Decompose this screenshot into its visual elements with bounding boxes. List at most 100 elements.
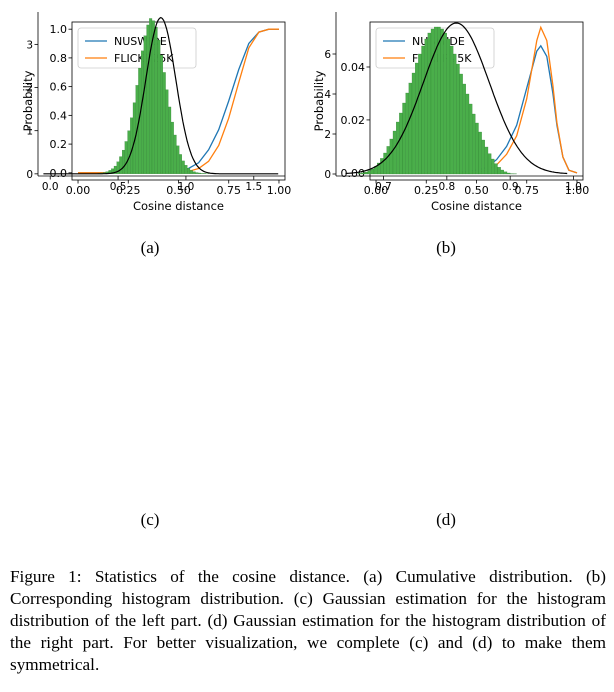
chart-d-histogram-bar [402, 102, 406, 175]
chart-a-xtick-label: 0.50 [166, 184, 191, 197]
chart-c-svg: 0.0 0.5 1.0 1.5 0 1 2 3 [26, 12, 285, 193]
chart-d-histogram-bar [456, 63, 460, 175]
subfigure-label-c: (c) [140, 510, 160, 529]
chart-d-histogram-bar [389, 138, 394, 175]
chart-d-histogram-bar [364, 171, 368, 175]
chart-d-histogram-bar [494, 163, 498, 175]
chart-c-histogram-bar [173, 134, 177, 174]
chart-b-xtick-label: 0.50 [464, 184, 489, 197]
chart-c-histogram-bar [189, 170, 193, 174]
chart-d-histogram-bar [408, 82, 413, 175]
chart-d-ytick-label: 0 [324, 169, 331, 181]
chart-c-histogram-bar [162, 72, 166, 174]
chart-b-ylabel: Probability [312, 70, 326, 131]
chart-c-xtick-label: 0.0 [42, 181, 59, 193]
subfigure-label-a: (a) [140, 238, 160, 257]
chart-d-histogram-bar [396, 121, 400, 175]
chart-d-gaussian-fit-line [345, 22, 568, 175]
chart-gaussian-left: 0.0 0.5 1.0 1.5 0 1 2 3 [0, 12, 300, 495]
chart-a-ytick-label: 0.2 [50, 138, 68, 151]
chart-b-xtick-label: 0.00 [364, 184, 389, 197]
chart-a-ytick-label: 0.4 [50, 109, 68, 122]
chart-c-histogram-bar [187, 168, 191, 174]
chart-d-xtick-label: 1.0 [565, 181, 582, 193]
chart-b-ytick-label: 0.02 [341, 114, 366, 127]
chart-d-histogram-bar [478, 131, 482, 175]
chart-c-histogram-bar [181, 160, 185, 174]
chart-d-ytick-label: 6 [324, 49, 331, 61]
chart-d-histogram-bar [491, 158, 495, 175]
chart-c-histogram-bar [127, 130, 131, 174]
chart-a-xtick-label: 0.75 [216, 184, 241, 197]
chart-c-xtick-label: 1.0 [178, 181, 195, 193]
chart-c-histogram-bar [195, 172, 199, 174]
chart-c-histogram-bar [141, 50, 144, 174]
chart-c-histogram-bar [160, 55, 163, 174]
chart-a-xtick-label: 0.25 [116, 184, 141, 197]
chart-d-xtick-label: 0.8 [438, 181, 455, 193]
chart-d-histogram-bar [481, 139, 485, 175]
chart-d-histogram-bar [462, 83, 466, 175]
chart-c-histogram-bar [192, 171, 196, 174]
chart-c-histogram-bar [122, 149, 125, 174]
chart-c-histogram-bar [165, 89, 169, 174]
chart-d-histogram-bar [472, 113, 476, 175]
chart-gaussian-right: 0.7 0.8 0.9 1.0 0 2 4 6 [300, 12, 600, 495]
chart-d-svg: 0.7 0.8 0.9 1.0 0 2 4 6 [324, 12, 583, 193]
chart-a-ylabel: Probability [21, 70, 35, 131]
chart-c-histogram-bar [176, 145, 180, 174]
chart-b-xlabel: Cosine distance [431, 199, 522, 213]
chart-d-histogram-bar [465, 93, 470, 175]
chart-b-xtick-label: 0.75 [514, 184, 539, 197]
chart-b-xtick-label: 1.00 [565, 184, 590, 197]
chart-d-histogram-bar [430, 28, 435, 175]
chart-d-histogram-bar [415, 62, 419, 175]
chart-d-histogram-bar [440, 28, 444, 175]
chart-d-histogram-bar [427, 32, 432, 175]
chart-d-histogram-bar [370, 168, 375, 175]
chart-a-xtick-label: 1.00 [267, 184, 292, 197]
chart-c-histogram-bar [146, 24, 150, 174]
chart-d-histogram-bar [500, 169, 504, 175]
chart-a-ytick-label: 1.0 [50, 23, 68, 36]
chart-c-ytick-label: 0 [26, 169, 33, 181]
chart-d-histogram-bar [468, 103, 473, 175]
chart-d-histogram-bar [383, 152, 387, 175]
chart-d-histogram-bar [449, 45, 454, 175]
chart-d-histogram-bar [418, 53, 422, 175]
chart-c-ytick-label: 2 [26, 83, 33, 95]
chart-a-ytick-label: 0.8 [50, 52, 68, 65]
chart-d-histogram-bar [503, 171, 508, 175]
chart-d-histogram-bar [411, 72, 416, 175]
chart-d-histogram-bar [399, 112, 403, 175]
chart-d-histogram-bar [405, 92, 409, 175]
chart-d-histogram-bar [487, 153, 492, 175]
chart-c-histogram-bar [179, 154, 182, 174]
chart-a-xlabel: Cosine distance [133, 199, 224, 213]
chart-d-histogram-bar [358, 173, 362, 175]
chart-d-histogram-bar [437, 26, 441, 175]
chart-c-xtick-label: 0.5 [110, 181, 127, 193]
chart-d-histogram-bar [386, 146, 390, 175]
chart-c-ytick-label: 3 [26, 39, 33, 51]
chart-d-ytick-label: 2 [324, 129, 331, 141]
chart-d-ytick-label: 4 [324, 89, 331, 101]
chart-d-histogram-bar [497, 167, 501, 175]
chart-d-histogram-bar [453, 53, 457, 175]
chart-a-xtick-label: 0.00 [66, 184, 91, 197]
chart-c-ytick-label: 1 [26, 126, 33, 138]
chart-d-histogram-bar [459, 73, 463, 175]
chart-d-histogram-bar [392, 130, 397, 175]
chart-d-histogram-bar [361, 172, 365, 175]
chart-d-histogram-bar [421, 45, 425, 175]
chart-c-histogram-bar [168, 106, 172, 174]
chart-a-legend-box [77, 27, 197, 69]
chart-c-histogram-bar [170, 121, 174, 174]
chart-d-histogram-bar [446, 38, 451, 175]
chart-b-xtick-label: 0.25 [414, 184, 439, 197]
chart-d-histogram-bar [367, 170, 371, 175]
chart-c-histogram-bar [157, 39, 161, 174]
chart-c-histogram-bar [143, 35, 147, 174]
figure-caption: Figure 1: Statistics of the cosine dista… [10, 567, 606, 674]
chart-c-gaussian-fit-line [43, 16, 279, 175]
